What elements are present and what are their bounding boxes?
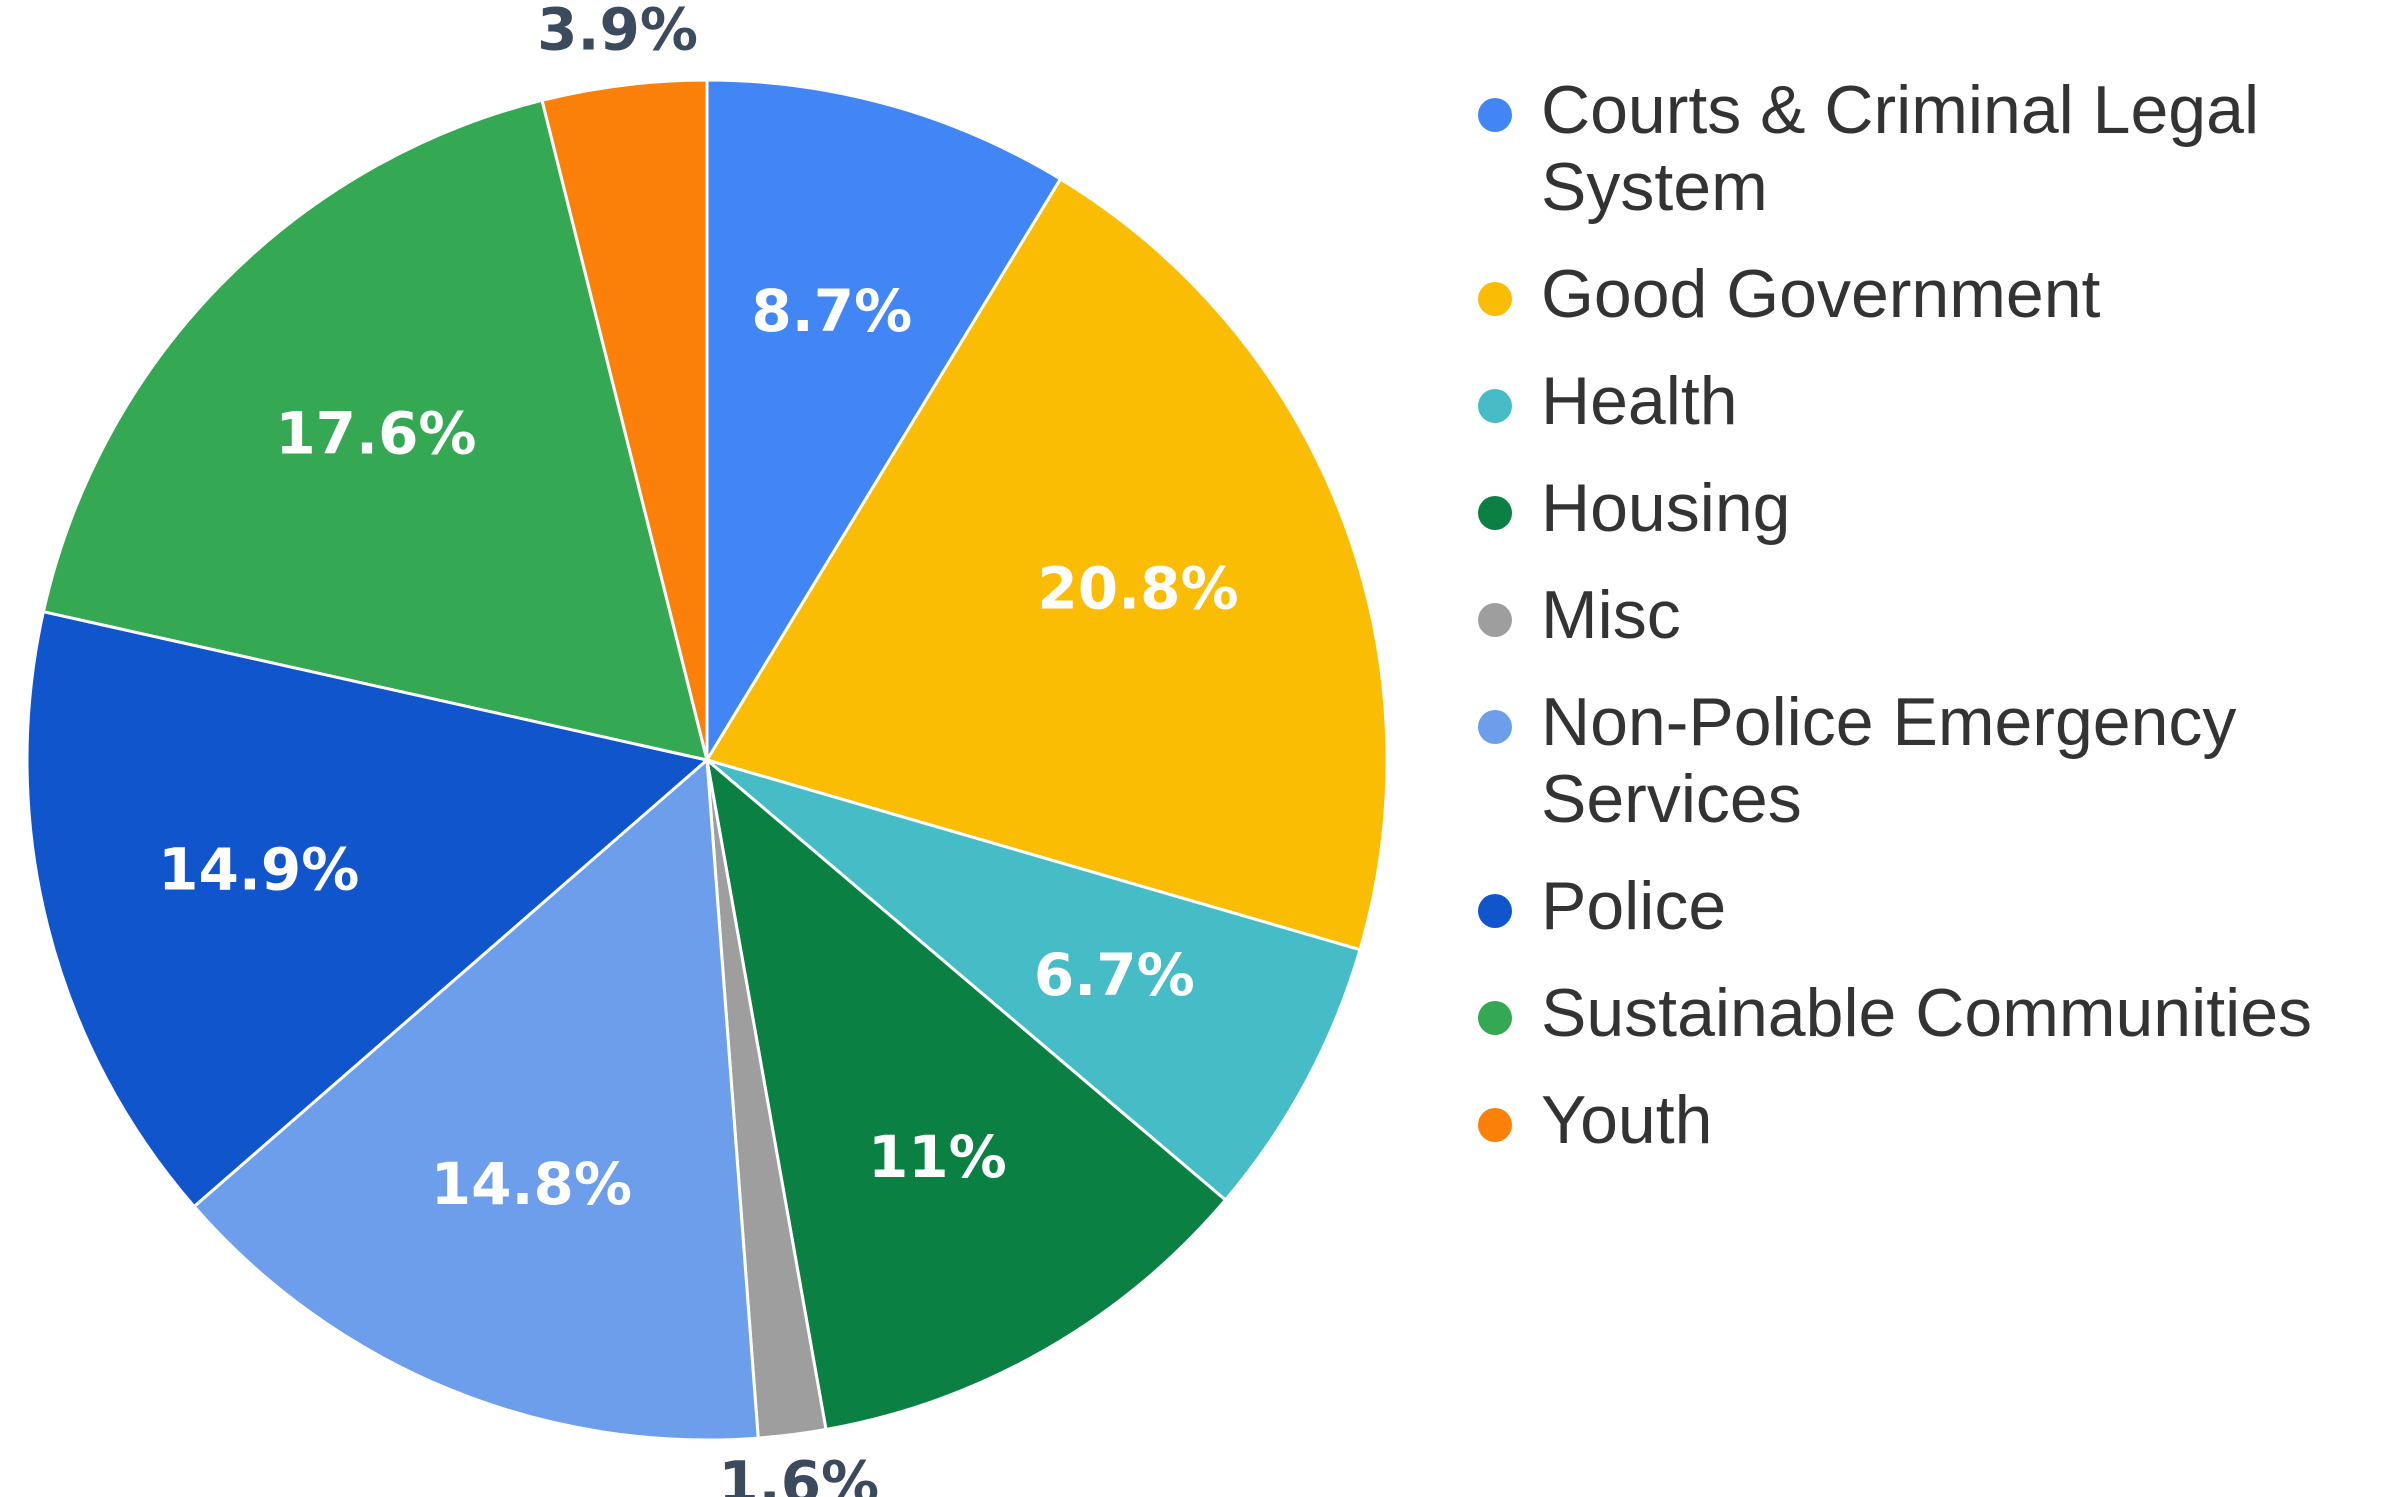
legend-line: Housing <box>1541 470 1791 546</box>
legend-swatch <box>1478 389 1512 423</box>
legend-swatch <box>1478 710 1512 744</box>
data-label: 6.7% <box>1034 941 1195 1009</box>
pie-slice <box>705 78 1063 766</box>
legend-label: Health <box>1541 363 1738 439</box>
pie-slice <box>25 609 711 1209</box>
legend-line: Misc <box>1541 577 1681 653</box>
data-label: 3.9% <box>537 0 698 64</box>
legend-swatch <box>1478 1108 1512 1142</box>
legend-swatch <box>1478 603 1512 637</box>
legend-swatch <box>1478 282 1512 316</box>
pie-slice <box>191 756 760 1442</box>
data-label: 11% <box>868 1123 1007 1191</box>
legend-line: Sustainable Communities <box>1541 975 2312 1051</box>
legend-label: Housing <box>1541 470 1791 546</box>
legend-line: Services <box>1541 761 1802 837</box>
data-label: 14.8% <box>431 1150 632 1218</box>
legend-label: Non-Police Emergency Services <box>1541 684 2236 837</box>
legend-label: Courts & Criminal Legal System <box>1541 72 2259 225</box>
legend-line: Courts & Criminal Legal <box>1541 72 2259 148</box>
pie-slice <box>706 758 1362 1203</box>
legend-label: Police <box>1541 868 1726 944</box>
legend-swatch <box>1478 98 1512 132</box>
legend-line: Health <box>1541 363 1738 439</box>
pie-slice <box>540 78 709 761</box>
legend-line: Good Government <box>1541 256 2101 332</box>
legend-label: Youth <box>1541 1082 1712 1158</box>
pie-slice <box>704 756 1228 1432</box>
legend-line: System <box>1541 149 1768 225</box>
legend-swatch <box>1478 1001 1512 1035</box>
pie-slice <box>41 98 710 762</box>
data-label: 8.7% <box>751 277 912 345</box>
data-label: 14.9% <box>158 836 359 904</box>
legend-line: Youth <box>1541 1082 1712 1158</box>
legend-swatch <box>1478 894 1512 928</box>
data-label: 20.8% <box>1037 555 1238 623</box>
pie-slice <box>704 177 1389 952</box>
legend-swatch <box>1478 496 1512 530</box>
data-label: 17.6% <box>275 399 476 467</box>
legend-line: Police <box>1541 868 1726 944</box>
legend-label: Good Government <box>1541 256 2101 332</box>
legend-line: Non-Police Emergency <box>1541 684 2236 760</box>
legend-label: Sustainable Communities <box>1541 975 2312 1051</box>
legend-label: Misc <box>1541 577 1681 653</box>
data-label: 1.6% <box>718 1448 879 1497</box>
